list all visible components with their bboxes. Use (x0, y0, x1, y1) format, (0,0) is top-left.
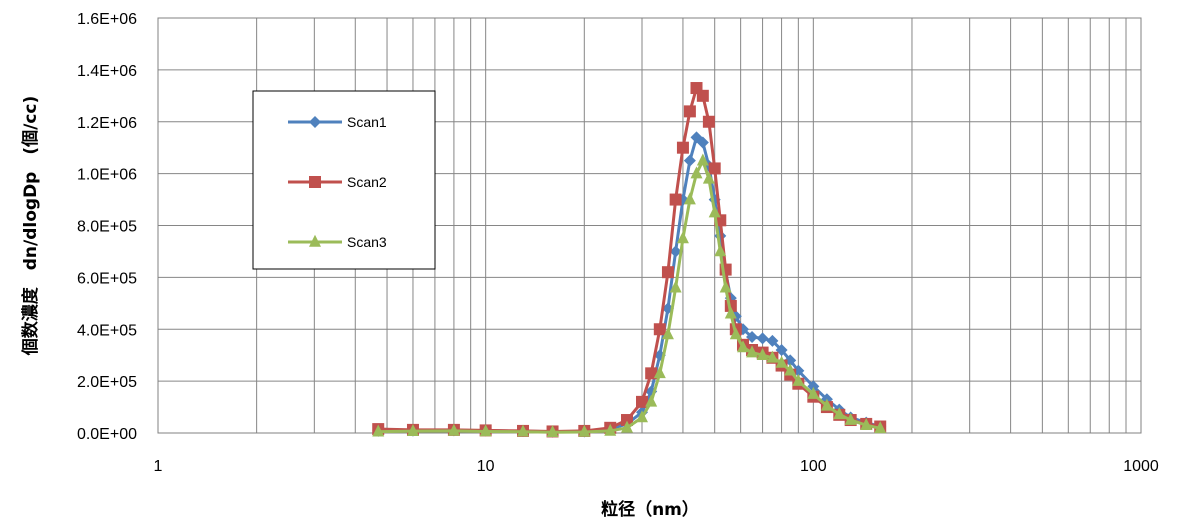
x-axis-title: 粒径（nm） (601, 499, 699, 520)
legend-marker-scan2 (309, 176, 321, 188)
data-point-scan2 (708, 162, 721, 175)
tick-labels: 0.0E+00 2.0E+05 4.0E+05 6.0E+05 8.0E+05 1.0E+… (77, 11, 1159, 475)
data-point-scan1 (807, 380, 820, 393)
data-point-scan3 (669, 280, 682, 293)
y-tick-label: 0.0E+00 (77, 426, 137, 443)
data-point-scan3 (702, 171, 715, 184)
legend-item-scan3: Scan3 (288, 234, 387, 250)
legend-item-scan1: Scan1 (288, 114, 387, 130)
y-tick-label: 1.4E+06 (77, 63, 137, 80)
data-point-scan3 (546, 425, 559, 438)
legend-box (252, 90, 436, 270)
data-point-scan3 (447, 423, 460, 436)
y-tick-label: 1.0E+06 (77, 167, 137, 184)
legend-items: Scan1 Scan2 Scan3 (288, 114, 387, 250)
data-point-scan3 (792, 373, 805, 386)
data-point-scan3 (820, 398, 833, 411)
legend-marker-scan1 (309, 116, 321, 128)
data-point-scan1 (683, 154, 696, 167)
data-point-scan3 (690, 166, 703, 179)
data-point-scan2 (683, 105, 696, 118)
data-point-scan3 (676, 231, 689, 244)
data-point-scan1 (696, 136, 709, 149)
series-layer (372, 82, 887, 438)
data-point-scan3 (645, 394, 658, 407)
data-point-scan3 (406, 423, 419, 436)
legend-label-scan2: Scan2 (347, 174, 387, 190)
data-point-scan2 (702, 115, 715, 128)
plot-area-border (157, 17, 1142, 434)
data-point-scan3 (719, 280, 732, 293)
data-point-scan2 (621, 414, 634, 427)
data-point-scan3 (636, 410, 649, 423)
data-point-scan2 (661, 266, 674, 279)
data-point-scan2 (676, 141, 689, 154)
x-tick-label: 1000 (1123, 458, 1159, 475)
data-point-scan1 (766, 334, 779, 347)
data-point-scan3 (874, 421, 887, 434)
data-point-scan3 (708, 205, 721, 218)
data-point-scan2 (669, 193, 682, 206)
data-point-scan3 (736, 340, 749, 353)
data-point-scan1 (756, 332, 769, 345)
legend-label-scan3: Scan3 (347, 234, 387, 250)
y-tick-label: 1.2E+06 (77, 115, 137, 132)
x-tick-label: 10 (477, 458, 495, 475)
series-scan3 (372, 153, 887, 438)
data-point-scan2 (636, 395, 649, 408)
y-tick-label: 4.0E+05 (77, 322, 137, 339)
data-point-scan1 (775, 344, 788, 356)
legend: Scan1 Scan2 Scan3 (252, 90, 436, 270)
y-tick-label: 8.0E+05 (77, 219, 137, 236)
y-tick-label: 1.6E+06 (77, 11, 137, 28)
data-point-scan3 (844, 412, 857, 425)
data-point-scan3 (517, 424, 530, 437)
data-point-scan3 (661, 327, 674, 340)
x-tick-label: 100 (800, 458, 827, 475)
data-point-scan1 (669, 245, 682, 258)
data-point-scan2 (653, 323, 666, 336)
data-point-scan2 (645, 367, 658, 380)
data-point-scan3 (756, 347, 769, 360)
legend-label-scan1: Scan1 (347, 114, 387, 130)
data-point-scan3 (860, 418, 873, 431)
data-point-scan2 (696, 89, 709, 102)
data-point-scan3 (714, 244, 727, 257)
x-tick-label: 1 (154, 458, 163, 475)
data-point-scan1 (746, 331, 759, 344)
data-point-scan3 (807, 386, 820, 399)
y-tick-label: 2.0E+05 (77, 374, 137, 391)
data-point-scan3 (729, 327, 742, 340)
data-point-scan3 (696, 153, 709, 166)
data-point-scan3 (604, 423, 617, 436)
data-point-scan3 (653, 366, 666, 379)
data-point-scan3 (578, 424, 591, 437)
data-point-scan3 (746, 345, 759, 358)
y-axis-title: 個数濃度 dn/dlogDp (個/cc) (20, 96, 41, 357)
data-point-scan3 (775, 355, 788, 368)
legend-item-scan2: Scan2 (288, 174, 387, 190)
legend-marker-scan3 (309, 234, 321, 247)
y-tick-label: 6.0E+05 (77, 270, 137, 287)
data-point-scan3 (766, 350, 779, 363)
data-point-scan3 (784, 363, 797, 376)
data-point-scan3 (833, 407, 846, 420)
data-point-scan3 (683, 192, 696, 205)
data-point-scan3 (479, 424, 492, 437)
data-point-scan3 (621, 420, 634, 433)
data-point-scan3 (372, 424, 385, 437)
data-point-scan3 (724, 306, 737, 319)
